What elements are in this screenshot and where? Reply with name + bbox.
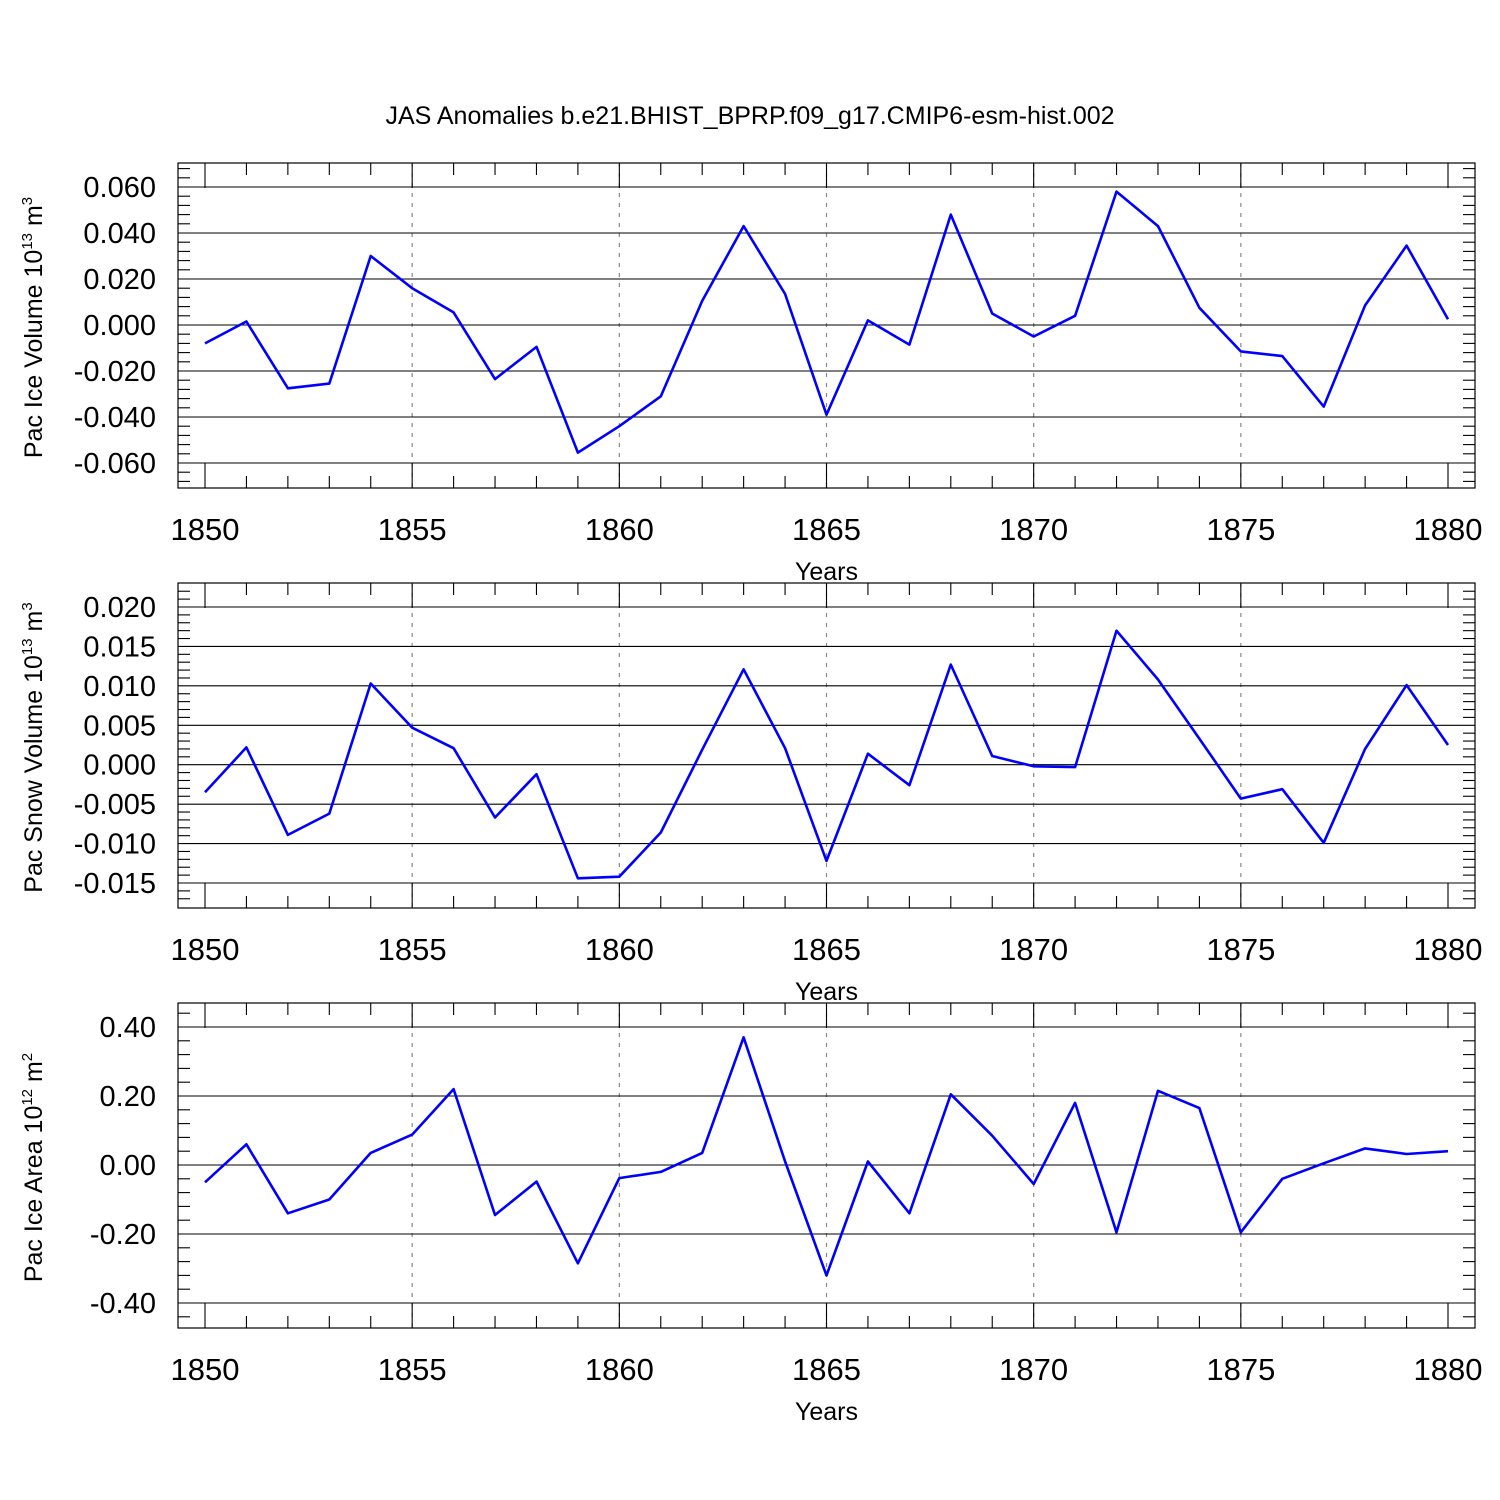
y-axis-title-text: Pac Ice Area 10 bbox=[20, 1106, 48, 1283]
y-tick-label: 0.20 bbox=[100, 1081, 156, 1113]
chart-panel-3: 1850 1855 1860 1865 1870 1875 1880 Years 0.40 0.2… bbox=[19, 1002, 1483, 1426]
x-tick-label: 1880 bbox=[1414, 512, 1483, 547]
y-tick-label: 0.00 bbox=[100, 1150, 156, 1182]
x-tick-label: 1860 bbox=[585, 1352, 654, 1387]
x-tick-label: 1875 bbox=[1206, 1352, 1275, 1387]
x-tick-label: 1855 bbox=[378, 512, 447, 547]
y-axis-title: Pac Ice Volume 1013 m3 bbox=[19, 197, 48, 458]
x-tick-label: 1860 bbox=[585, 932, 654, 967]
y-tick-label: 0.060 bbox=[83, 172, 156, 204]
x-tick-label: 1870 bbox=[999, 932, 1068, 967]
series-line bbox=[204, 1036, 1449, 1277]
x-axis-title: Years bbox=[795, 558, 858, 586]
y-tick-label: 0.040 bbox=[83, 218, 156, 250]
y-tick-label: 0.015 bbox=[83, 631, 156, 663]
y-tick-label: -0.005 bbox=[74, 789, 156, 821]
y-tick-label: 0.020 bbox=[83, 592, 156, 624]
y-axis-title-unit: m bbox=[20, 611, 48, 639]
y-axis-title-unit: m bbox=[20, 205, 48, 233]
x-tick-label: 1855 bbox=[378, 932, 447, 967]
y-tick-label: -0.020 bbox=[74, 356, 156, 388]
x-tick-label: 1850 bbox=[171, 932, 240, 967]
y-tick-label: 0.005 bbox=[83, 710, 156, 742]
figure-title: JAS Anomalies b.e21.BHIST_BPRP.f09_g17.C… bbox=[385, 102, 1114, 130]
y-axis-title-unit-exponent: 3 bbox=[19, 602, 36, 610]
x-tick-label: 1870 bbox=[999, 512, 1068, 547]
y-axis-title-exponent: 13 bbox=[19, 233, 36, 250]
x-tick-label: 1855 bbox=[378, 1352, 447, 1387]
chart-panel-1: 1850 1855 1860 1865 1870 1875 1880 Years 0.060 0.… bbox=[19, 162, 1483, 586]
x-tick-label: 1875 bbox=[1206, 512, 1275, 547]
x-tick-label: 1850 bbox=[171, 1352, 240, 1387]
y-axis-title-unit: m bbox=[20, 1061, 48, 1089]
x-tick-label: 1875 bbox=[1206, 932, 1275, 967]
x-tick-label: 1865 bbox=[792, 932, 861, 967]
y-axis-title-unit-exponent: 2 bbox=[19, 1053, 36, 1061]
y-axis-title-exponent: 12 bbox=[19, 1089, 36, 1106]
chart-panel-2: 1850 1855 1860 1865 1870 1875 1880 Years 0.020 0.… bbox=[19, 582, 1483, 1006]
y-tick-label: 0.010 bbox=[83, 671, 156, 703]
y-tick-label: 0.40 bbox=[100, 1012, 156, 1044]
x-axis-title: Years bbox=[795, 978, 858, 1006]
y-axis-title-exponent: 13 bbox=[19, 638, 36, 655]
x-tick-label: 1880 bbox=[1414, 1352, 1483, 1387]
x-tick-label: 1865 bbox=[792, 512, 861, 547]
x-tick-label: 1850 bbox=[171, 512, 240, 547]
y-axis-title-text: Pac Ice Volume 10 bbox=[20, 250, 48, 458]
x-tick-label: 1860 bbox=[585, 512, 654, 547]
x-tick-label: 1865 bbox=[792, 1352, 861, 1387]
y-axis-title-unit-exponent: 3 bbox=[19, 197, 36, 205]
x-axis-title: Years bbox=[795, 1398, 858, 1426]
x-tick-label: 1870 bbox=[999, 1352, 1068, 1387]
y-tick-label: 0.020 bbox=[83, 264, 156, 296]
chart-panels: 1850 1855 1860 1865 1870 1875 1880 Years 0.060 0.… bbox=[19, 162, 1483, 1426]
y-tick-label: -0.40 bbox=[90, 1288, 156, 1320]
y-tick-label: 0.000 bbox=[83, 750, 156, 782]
y-tick-label: -0.20 bbox=[90, 1219, 156, 1251]
y-tick-label: -0.010 bbox=[74, 829, 156, 861]
series-line bbox=[204, 190, 1450, 454]
x-tick-label: 1880 bbox=[1414, 932, 1483, 967]
y-tick-label: -0.040 bbox=[74, 402, 156, 434]
series-line bbox=[204, 629, 1450, 880]
y-tick-label: -0.015 bbox=[74, 868, 156, 900]
y-tick-label: 0.000 bbox=[83, 310, 156, 342]
y-axis-title: Pac Snow Volume 1013 m3 bbox=[19, 602, 48, 892]
y-tick-label: -0.060 bbox=[74, 448, 156, 480]
y-axis-title-text: Pac Snow Volume 10 bbox=[20, 655, 48, 893]
y-axis-title: Pac Ice Area 1012 m2 bbox=[19, 1053, 48, 1282]
